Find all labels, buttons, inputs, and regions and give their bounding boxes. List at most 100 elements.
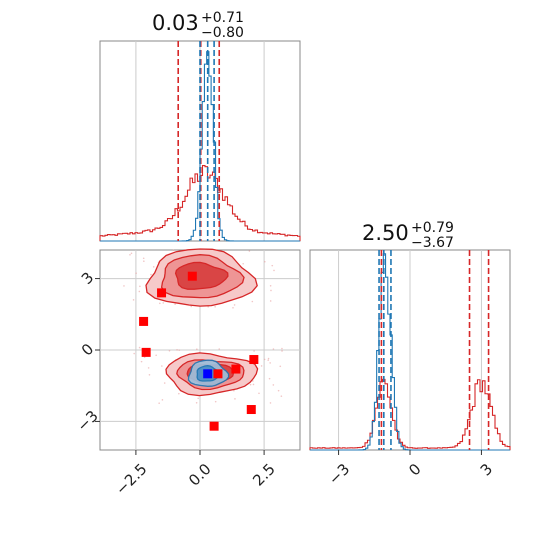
joint-scatter-point <box>267 357 270 360</box>
top-blue-histogram <box>100 51 300 242</box>
joint-scatter-point <box>272 348 275 350</box>
joint-scatter-point <box>268 377 271 380</box>
joint-contours <box>145 248 259 397</box>
joint-scatter-point <box>214 306 216 308</box>
red-square-marker-6 <box>213 369 223 379</box>
red-square-marker-3 <box>187 271 197 281</box>
joint-scatter-point <box>269 402 272 404</box>
joint-scatter-point <box>178 392 180 395</box>
joint-scatter-point <box>214 400 217 403</box>
top-histogram-panel: 0.03 +0.71 −0.80 <box>99 10 301 242</box>
joint-x-ticks: −2.5 0.0 2.5 <box>112 450 279 499</box>
joint-scatter-point <box>279 365 282 368</box>
joint-scatter-point <box>139 285 141 288</box>
red-square-marker-5 <box>231 364 241 374</box>
joint-ytick-label-2: −3 <box>73 407 101 435</box>
joint-scatter-point <box>233 389 235 392</box>
joint-scatter-point <box>248 250 251 252</box>
joint-scatter-point <box>271 264 274 267</box>
joint-scatter-point <box>252 380 254 382</box>
joint-scatter-point <box>267 359 269 361</box>
joint-scatter-point <box>281 347 283 350</box>
joint-scatter-point <box>233 304 236 306</box>
red-square-marker-0 <box>157 288 167 298</box>
joint-scatter-point <box>260 365 263 367</box>
joint-scatter-point <box>251 300 254 303</box>
red-square-marker-7 <box>246 405 256 415</box>
joint-scatter-point <box>195 401 198 404</box>
joint-scatter-point <box>143 260 145 263</box>
joint-scatter-point <box>163 382 166 384</box>
joint-scatter-point <box>129 253 131 256</box>
joint-scatter-point <box>158 402 160 404</box>
joint-scatter-point <box>161 365 163 367</box>
red-square-marker-8 <box>209 421 219 431</box>
joint-scatter-point <box>277 389 280 392</box>
joint-scatter-point <box>252 383 255 386</box>
right-blue-histogram <box>310 253 510 451</box>
joint-scatter-point <box>140 360 143 363</box>
top-title-minus: −0.80 <box>201 25 244 41</box>
red-square-marker-4 <box>249 355 259 365</box>
joint-scatter-point <box>142 257 145 260</box>
right-xtick-label-0: −3 <box>325 460 353 488</box>
joint-scatter-point <box>147 367 150 369</box>
joint-scatter-point <box>138 346 141 349</box>
joint-scatter-point <box>218 348 221 350</box>
joint-scatter-point <box>269 300 272 302</box>
joint-scatter-point <box>270 289 272 292</box>
joint-scatter-point <box>234 398 236 400</box>
joint-ytick-label-0: 3 <box>78 268 97 287</box>
joint-scatter-point <box>150 273 152 276</box>
joint-scatter-point <box>162 302 165 304</box>
joint-scatter-point <box>168 349 171 352</box>
red-upper-contour-inner <box>174 261 229 290</box>
right-histogram-panel: −3 0 3 2.50 +0.79 −3.67 <box>309 220 511 488</box>
joint-scatter-point <box>155 354 157 357</box>
joint-scatter-point <box>264 260 266 263</box>
joint-markers <box>139 271 259 431</box>
joint-scatter-point <box>138 290 141 293</box>
joint-xtick-label-1: 0.0 <box>185 460 215 490</box>
right-xtick-label-2: 3 <box>477 460 496 479</box>
joint-scatter-point <box>123 285 125 287</box>
joint-scatter-point <box>269 362 271 364</box>
joint-scatter-point <box>280 395 283 397</box>
joint-scatter-point <box>263 358 266 361</box>
right-title-minus: −3.67 <box>411 235 454 251</box>
right-histogram-series <box>309 253 511 451</box>
joint-scatter-point <box>273 269 275 272</box>
joint-xtick-label-2: 2.5 <box>249 460 279 490</box>
joint-scatter-point <box>281 350 283 352</box>
joint-scatter-point <box>197 397 200 400</box>
joint-ytick-label-1: 0 <box>78 340 97 359</box>
top-title-median: 0.03 <box>152 11 199 35</box>
right-x-ticks: −3 0 3 <box>325 450 496 488</box>
joint-scatter-point <box>258 392 260 395</box>
joint-scatter-point <box>269 284 272 287</box>
right-xtick-label-1: 0 <box>405 460 424 479</box>
joint-scatter-point <box>159 302 161 305</box>
top-histogram-quantiles <box>177 41 221 241</box>
joint-scatter-point <box>161 399 164 401</box>
right-histogram-quantiles <box>378 250 490 450</box>
joint-scatter-point <box>242 262 244 265</box>
right-red-histogram <box>309 378 511 450</box>
joint-scatter-point <box>172 249 175 252</box>
joint-scatter-point <box>148 373 151 376</box>
joint-scatter-point <box>133 352 135 355</box>
red-square-marker-1 <box>139 316 149 326</box>
joint-scatter-point <box>132 299 135 301</box>
joint-contour-panel: −2.5 0.0 2.5 3 0 −3 <box>73 248 301 499</box>
joint-scatter-point <box>249 383 252 386</box>
joint-scatter-point <box>174 303 176 305</box>
joint-scatter-point <box>190 305 193 308</box>
blue-square-marker <box>203 369 213 379</box>
right-title-plus: +0.79 <box>411 220 454 236</box>
right-title-median: 2.50 <box>362 221 409 245</box>
joint-scatter-point <box>152 266 155 268</box>
top-title-plus: +0.71 <box>201 10 244 26</box>
red-square-marker-2 <box>141 347 151 357</box>
joint-y-ticks: 3 0 −3 <box>73 268 101 435</box>
